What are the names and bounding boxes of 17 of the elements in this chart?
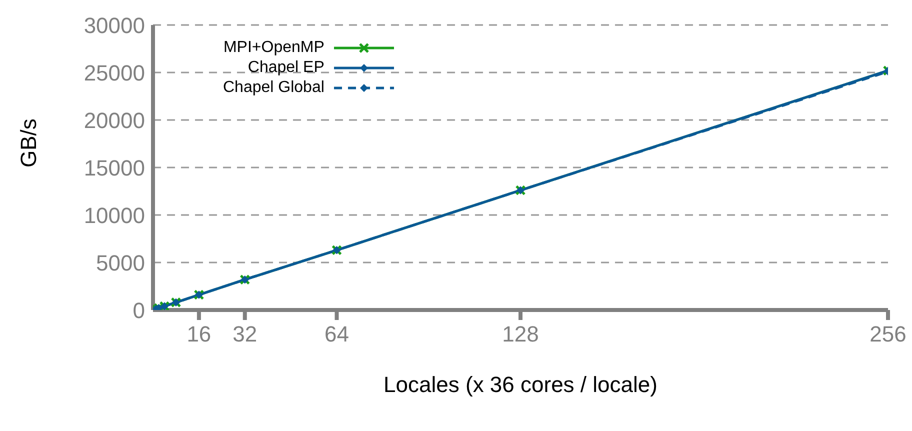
- legend-label: Chapel EP: [248, 59, 324, 77]
- y-tick-label: 20000: [84, 108, 145, 133]
- y-tick-label: 5000: [96, 250, 145, 276]
- x-tick-label: 64: [324, 322, 349, 347]
- y-axis-title: GB/s: [16, 118, 41, 168]
- x-axis-title: Locales (x 36 cores / locale): [384, 372, 658, 397]
- legend-label: Chapel Global: [223, 79, 324, 97]
- y-tick-label: 25000: [84, 60, 145, 86]
- y-tick-label: 30000: [84, 12, 145, 38]
- x-tick-label: 16: [186, 322, 212, 347]
- y-tick-label: 0: [132, 298, 145, 323]
- x-tick-label: 32: [232, 322, 258, 347]
- x-tick-label: 256: [870, 322, 906, 347]
- y-tick-label: 10000: [84, 202, 145, 228]
- legend-label: MPI+OpenMP: [223, 39, 324, 57]
- y-tick-label: 15000: [84, 155, 145, 180]
- x-tick-label: 128: [502, 322, 539, 347]
